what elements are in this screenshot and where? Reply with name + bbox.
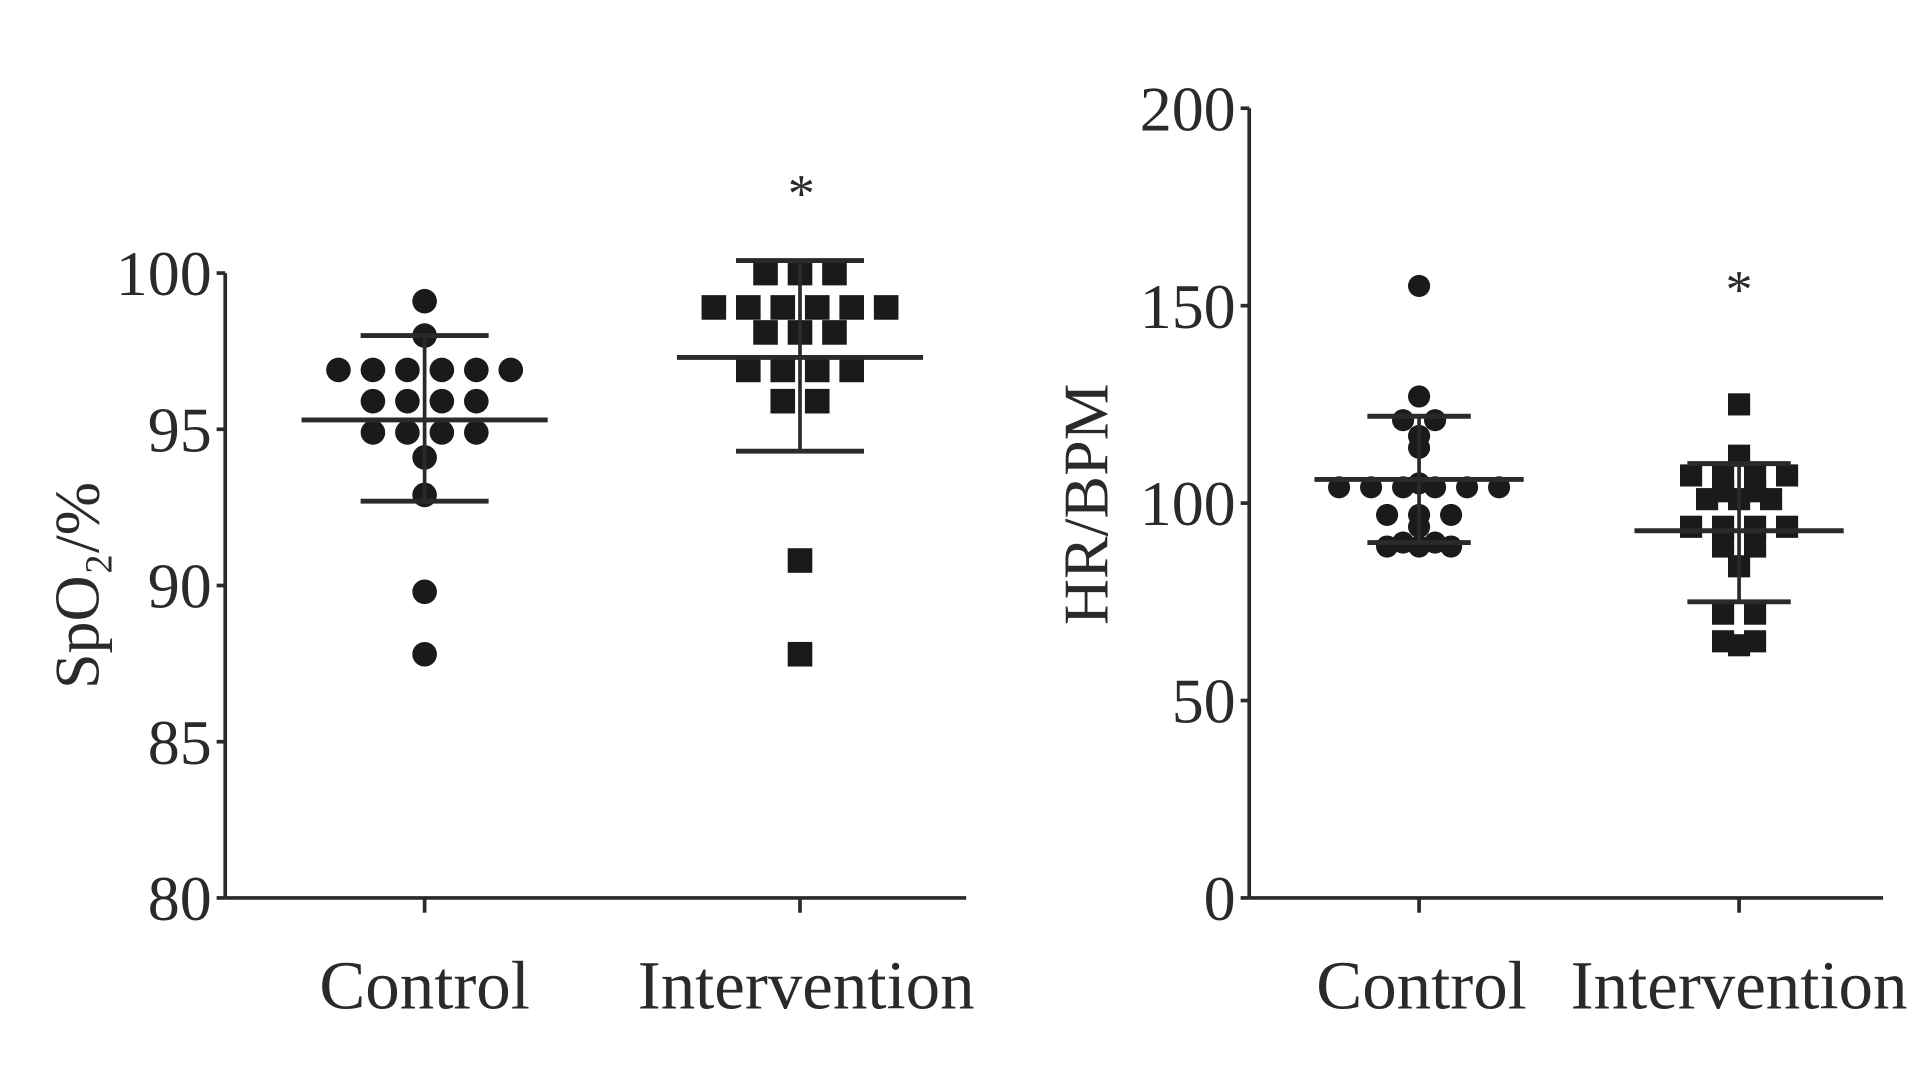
spo2-chart: SpO₂/% Control Intervention * 80 85 90 95 10… [41,164,974,1024]
data-point [464,420,489,445]
data-point [804,357,830,383]
data-point [1712,515,1735,538]
data-point [1376,535,1399,558]
y-tick-label: 150 [1140,271,1236,342]
data-point [753,260,778,286]
data-point [701,295,727,320]
data-point [429,357,455,383]
data-point [1728,634,1751,657]
x-tick-label-intervention: Intervention [1571,948,1908,1024]
data-point [839,295,864,320]
data-point [770,295,796,320]
data-point [498,357,524,383]
data-point [395,420,420,445]
data-point [1408,385,1431,408]
data-point [429,420,455,445]
hr-chart: HR/BPM Control Intervention * 0 50 100 150 2… [1051,73,1908,1023]
y-tick-label: 50 [1172,666,1236,737]
data-point [770,388,796,414]
data-point [1712,535,1735,558]
data-point [1440,535,1463,558]
significance-asterisk: * [788,164,815,224]
data-point [1408,274,1431,297]
y-axis-label: SpO₂/% [41,482,112,689]
data-point [1712,602,1735,625]
data-point [360,420,386,445]
y-tick-label: 90 [148,551,212,622]
y-tick-label: 100 [1140,468,1236,539]
data-point [1424,409,1447,432]
data-point [1776,515,1799,538]
data-point [1376,503,1399,527]
data-point [464,388,489,414]
data-point [412,579,437,605]
data-point [1728,393,1751,416]
data-point [787,641,813,667]
data-point [1744,535,1767,558]
data-point [464,357,489,383]
data-point [326,357,351,383]
data-point [360,357,386,383]
data-point [1760,488,1783,511]
significance-asterisk: * [1726,260,1753,320]
data-point [429,388,455,414]
data-point [360,388,386,414]
data-point [1392,409,1415,432]
data-point [839,357,864,383]
data-point [770,357,796,383]
data-point [787,548,813,573]
data-point [1440,503,1463,527]
data-point [395,388,420,414]
data-point [1680,464,1703,487]
y-tick-label: 95 [148,394,212,465]
data-point [1696,488,1719,511]
data-point [804,388,830,414]
x-tick-label-control: Control [1316,948,1527,1024]
data-point [1744,515,1767,538]
y-tick-label: 85 [148,707,212,778]
data-point [1776,464,1799,487]
data-point [412,288,437,314]
data-point [395,357,420,383]
y-tick-label: 100 [116,238,212,309]
data-point [804,295,830,320]
y-tick-label: 0 [1204,863,1236,934]
y-axis-label: HR/BPM [1051,383,1122,625]
y-tick-label: 80 [148,863,212,934]
data-point [822,260,847,286]
x-tick-label-control: Control [319,948,530,1024]
data-point [822,320,847,345]
data-point [1744,602,1767,625]
data-point [736,295,761,320]
data-point [1680,515,1703,538]
data-point [753,320,778,345]
y-tick-label: 200 [1140,73,1236,144]
x-tick-label-intervention: Intervention [638,948,975,1024]
data-point [873,295,899,320]
data-point [412,641,437,667]
data-point [736,357,761,383]
